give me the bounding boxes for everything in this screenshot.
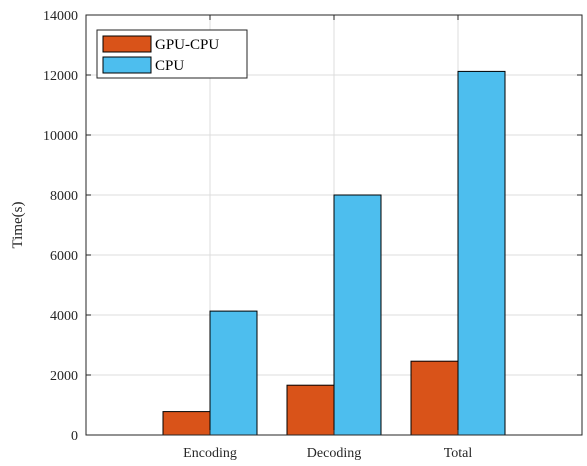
bar-gpu-cpu: [162, 411, 211, 436]
legend-label: GPU-CPU: [155, 37, 219, 53]
bar-cpu: [209, 310, 258, 436]
x-category-label: Total: [444, 446, 473, 461]
axis-ticks: 0 2000 4000 6000 8000 10000 12000 14000 Encoding…: [43, 9, 582, 461]
bars: [162, 70, 506, 436]
y-tick-label: 8000: [50, 189, 78, 204]
y-tick-label: 0: [71, 429, 78, 444]
y-tick-label: 12000: [43, 69, 78, 84]
legend-label: CPU: [155, 58, 184, 74]
y-tick-label: 6000: [50, 249, 78, 264]
legend-swatch: [102, 35, 152, 53]
y-tick-label: 2000: [50, 369, 78, 384]
bar-cpu: [457, 70, 506, 436]
bar-gpu-cpu: [286, 384, 335, 436]
y-tick-label: 10000: [43, 129, 78, 144]
x-category-label: Encoding: [183, 446, 237, 461]
legend: GPU-CPU CPU: [96, 29, 248, 79]
bar-cpu: [333, 194, 382, 436]
x-category-label: Decoding: [307, 446, 361, 461]
bar-gpu-cpu: [410, 360, 459, 436]
legend-swatch: [102, 56, 152, 74]
y-axis-label: Time(s): [10, 202, 26, 249]
y-tick-label: 4000: [50, 309, 78, 324]
y-tick-label: 14000: [43, 9, 78, 24]
